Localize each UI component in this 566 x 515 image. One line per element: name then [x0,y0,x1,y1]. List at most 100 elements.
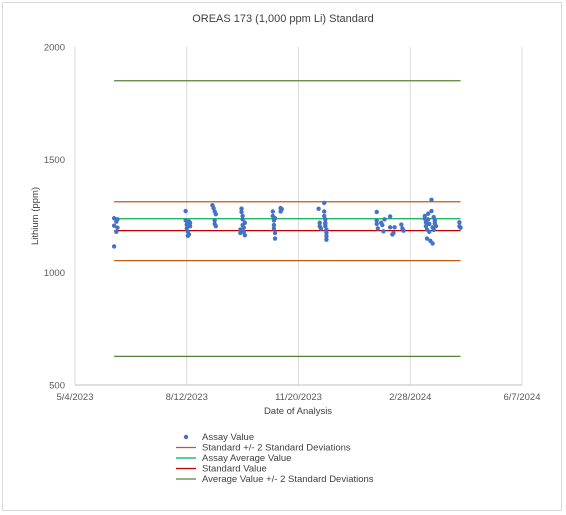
data-point [242,220,248,225]
data-point [399,222,404,227]
data-point [433,223,439,229]
data-point [184,226,189,231]
x-tick-label: 6/7/2024 [504,392,541,403]
data-point [387,225,393,230]
data-point [427,221,432,227]
data-point [382,217,387,222]
y-tick-label: 500 [49,381,65,392]
data-point [186,232,192,237]
data-point [374,221,379,227]
reference-lines [114,80,461,358]
data-point [240,217,245,222]
data-point [317,220,322,225]
y-tick-label: 1000 [44,268,65,279]
data-point [431,227,436,233]
data-point [241,229,246,234]
data-point [381,229,386,234]
data-point [272,216,278,221]
data-point [324,230,329,236]
data-point [324,234,329,239]
data-point [111,216,117,221]
x-tick-label: 11/20/2023 [275,392,322,403]
x-tick-label: 5/4/2023 [57,392,94,403]
legend-label: Standard +/- 2 Standard Deviations [202,443,351,454]
data-point [322,209,327,214]
data-point [111,223,117,228]
data-point [318,226,324,231]
data-point [213,211,219,217]
data-point [425,217,431,222]
data-point [391,230,396,236]
x-tick-label: 2/28/2024 [389,392,431,403]
data-point [323,221,328,227]
data-point [213,223,219,229]
data-point [271,222,277,228]
data-point [375,226,381,231]
assay-points [111,197,463,249]
legend-marker [183,434,189,440]
data-point [401,228,406,233]
x-tick-labels: 5/4/2023 8/12/2023 11/20/2023 2/28/2024 6/7/… [57,392,541,403]
data-point [316,206,321,211]
data-point [457,220,462,225]
legend-label: Standard Value [202,464,267,475]
data-point [374,218,379,223]
data-point [387,214,393,219]
data-point [380,222,385,228]
data-point [430,241,435,246]
y-tick-label: 1500 [44,155,65,166]
data-point [212,218,217,223]
data-point [392,225,397,230]
data-point [239,209,244,215]
data-point [114,229,119,234]
data-point [240,213,245,219]
data-point [187,220,193,225]
data-point [272,236,278,241]
data-point [322,200,327,206]
data-point [374,209,379,215]
y-tick-label: 2000 [44,43,65,54]
data-point [432,218,438,223]
data-point [324,227,329,232]
x-axis-title: Date of Analysis [264,406,332,417]
data-point [115,217,120,222]
data-point [271,226,277,231]
vertical-gridlines [74,47,523,385]
data-point [431,214,436,220]
x-tick-label: 8/12/2023 [166,392,208,403]
y-axis-title: Lithium (ppm) [30,187,41,245]
data-point [187,223,193,229]
data-point [241,225,246,230]
data-point [423,223,429,229]
chart-title: OREAS 173 (1,000 ppm Li) Standard [192,13,374,25]
data-point [427,229,432,234]
data-point [429,197,434,202]
data-point [424,236,430,241]
data-point [422,216,427,221]
data-point [270,209,275,214]
data-point [239,206,244,211]
data-point [323,217,328,222]
data-point [238,230,243,236]
data-point [322,213,327,219]
data-point [458,225,463,230]
data-point [429,208,434,214]
data-point [324,237,329,242]
chart-frame [2,2,562,511]
data-point [238,227,243,232]
data-point [115,225,120,230]
data-point [279,207,284,212]
data-point [272,230,278,236]
data-point [425,211,431,216]
data-point [111,244,117,249]
data-point [242,232,248,238]
legend-label: Assay Average Value [202,453,291,464]
y-tick-labels: 500 1000 1500 2000 [44,43,65,392]
data-point [183,208,188,214]
legend-label: Assay Value [202,432,254,443]
data-point [211,205,216,211]
data-point [183,218,188,223]
legend-label: Average Value +/- 2 Standard Deviations [202,474,374,485]
